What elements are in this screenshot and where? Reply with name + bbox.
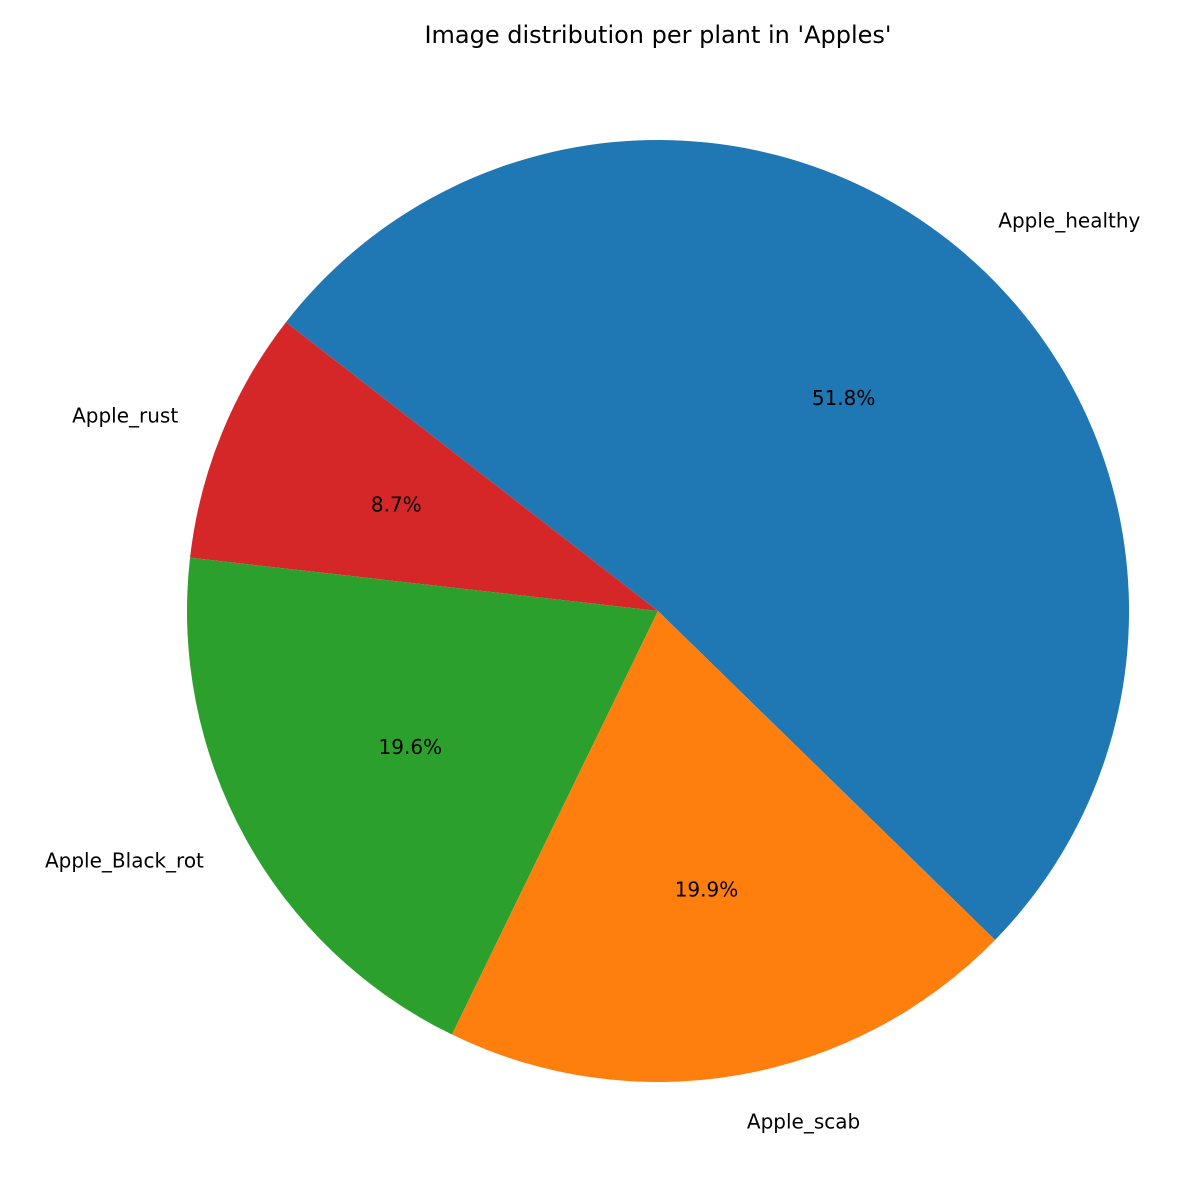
chart-title: Image distribution per plant in 'Apples' bbox=[424, 21, 891, 49]
slice-label-apple-healthy: Apple_healthy bbox=[998, 208, 1140, 232]
pie-slice-apple-healthy bbox=[285, 139, 1130, 940]
percent-label-apple-black-rot: 19.6% bbox=[379, 735, 443, 759]
percent-label-apple-healthy: 51.8% bbox=[812, 386, 876, 410]
pie-slice-apple-scab bbox=[451, 611, 996, 1082]
slice-label-apple-rust: Apple_rust bbox=[72, 404, 178, 428]
slice-label-apple-black-rot: Apple_Black_rot bbox=[45, 848, 204, 872]
percent-label-apple-rust: 8.7% bbox=[371, 492, 422, 516]
slice-label-apple-scab: Apple_scab bbox=[747, 1109, 860, 1133]
pie-slices bbox=[187, 139, 1130, 1082]
percent-label-apple-scab: 19.9% bbox=[675, 877, 739, 901]
pie-labels: Apple_healthy 51.8% Apple_rust 8.7% Apple_Bl… bbox=[45, 208, 1141, 1133]
pie-slice-apple-rust bbox=[190, 322, 658, 611]
pie-slice-apple-black-rot bbox=[187, 557, 659, 1035]
